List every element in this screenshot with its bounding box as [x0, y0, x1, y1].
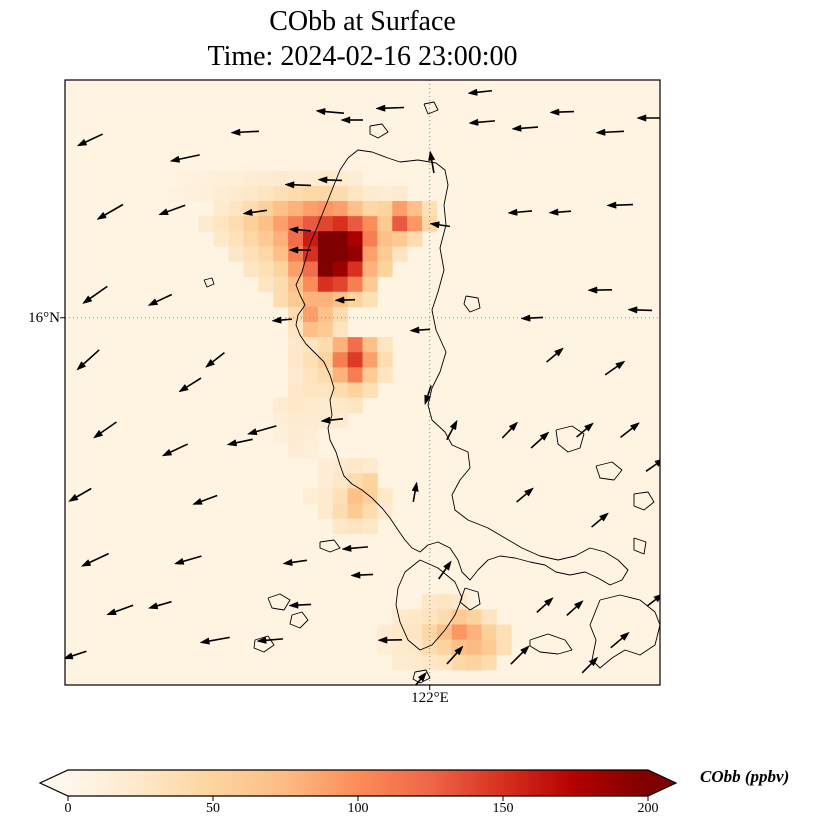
- map-border: [64, 79, 661, 686]
- colorbar-label: CObb (ppbv): [700, 767, 790, 786]
- chart-title: CObb at Surface: [269, 6, 456, 37]
- wind-arrows-layer: [65, 88, 660, 685]
- heatmap-layer: [169, 170, 512, 671]
- coastline-layer: [203, 101, 660, 684]
- gridlines: [65, 80, 660, 685]
- colorbar: [38, 769, 678, 801]
- lat-tick-label: 16°N: [28, 310, 60, 326]
- colorbar-min-arrow: [40, 770, 68, 796]
- chart-subtitle: Time: 2024-02-16 23:00:00: [207, 41, 518, 72]
- lon-tick-label: 122°E: [411, 690, 449, 706]
- map-layers: [65, 80, 660, 685]
- colorbar-max-arrow: [648, 770, 676, 796]
